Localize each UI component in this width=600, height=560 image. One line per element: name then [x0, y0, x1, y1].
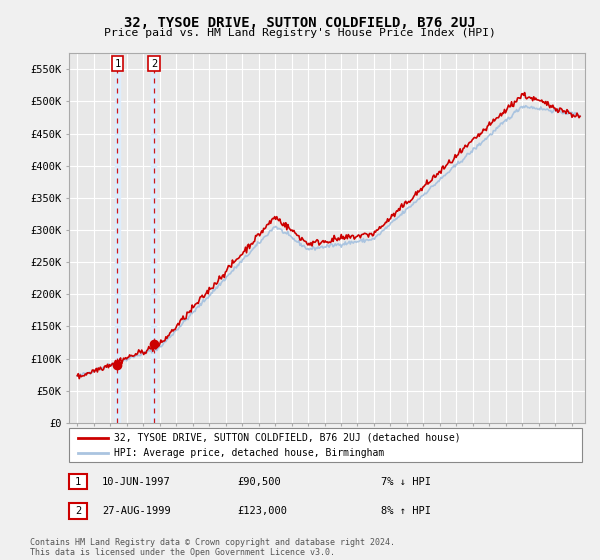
Text: 2: 2 [75, 506, 81, 516]
Bar [151, 53, 157, 423]
Text: 7% ↓ HPI: 7% ↓ HPI [381, 477, 431, 487]
Text: £90,500: £90,500 [237, 477, 281, 487]
Text: 32, TYSOE DRIVE, SUTTON COLDFIELD, B76 2UJ: 32, TYSOE DRIVE, SUTTON COLDFIELD, B76 2… [124, 16, 476, 30]
Text: 1: 1 [75, 477, 81, 487]
Text: Contains HM Land Registry data © Crown copyright and database right 2024.
This d: Contains HM Land Registry data © Crown c… [30, 538, 395, 557]
Text: £123,000: £123,000 [237, 506, 287, 516]
Text: Price paid vs. HM Land Registry's House Price Index (HPI): Price paid vs. HM Land Registry's House … [104, 28, 496, 38]
Text: HPI: Average price, detached house, Birmingham: HPI: Average price, detached house, Birm… [114, 447, 384, 458]
Text: 10-JUN-1997: 10-JUN-1997 [102, 477, 171, 487]
Text: 8% ↑ HPI: 8% ↑ HPI [381, 506, 431, 516]
Text: 1: 1 [115, 59, 121, 69]
Text: 27-AUG-1999: 27-AUG-1999 [102, 506, 171, 516]
Bar [115, 53, 120, 423]
Text: 32, TYSOE DRIVE, SUTTON COLDFIELD, B76 2UJ (detached house): 32, TYSOE DRIVE, SUTTON COLDFIELD, B76 2… [114, 433, 461, 443]
Text: 2: 2 [151, 59, 157, 69]
